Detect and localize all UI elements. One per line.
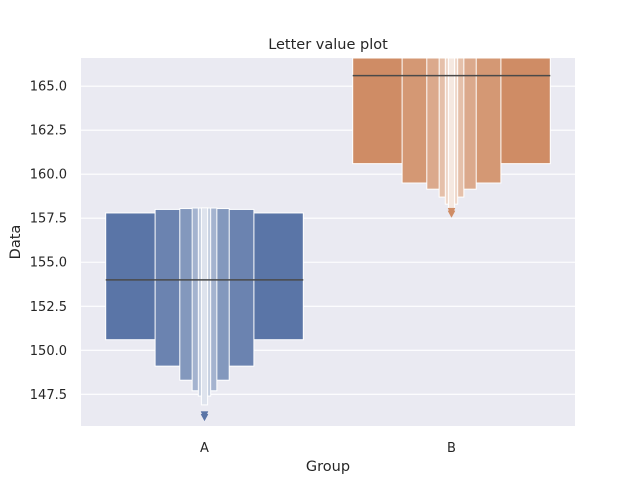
y-tick-label: 157.5 xyxy=(30,212,67,227)
y-tick-label: 162.5 xyxy=(30,124,67,139)
y-tick-label: 160.0 xyxy=(30,168,67,183)
y-tick-label: 150.0 xyxy=(30,344,67,359)
y-tick-labels: 147.5 150.0 152.5 155.0 157.5 160.0 162.5 165.0 xyxy=(30,80,67,403)
letter-value-box xyxy=(200,207,209,406)
outlier-point xyxy=(447,207,456,216)
x-axis-label: Group xyxy=(306,459,350,475)
outlier-point xyxy=(200,411,209,419)
y-tick-label: 155.0 xyxy=(30,256,67,271)
y-tick-label: 152.5 xyxy=(30,300,67,315)
letter-value-box xyxy=(447,58,456,210)
y-tick-label: 147.5 xyxy=(30,388,67,403)
x-tick-label: B xyxy=(447,441,456,456)
y-axis-label: Data xyxy=(8,225,24,260)
x-tick-label: A xyxy=(200,441,209,456)
y-tick-label: 165.0 xyxy=(30,80,67,95)
chart-title: Letter value plot xyxy=(268,37,388,53)
letter-value-boxes xyxy=(105,58,551,422)
